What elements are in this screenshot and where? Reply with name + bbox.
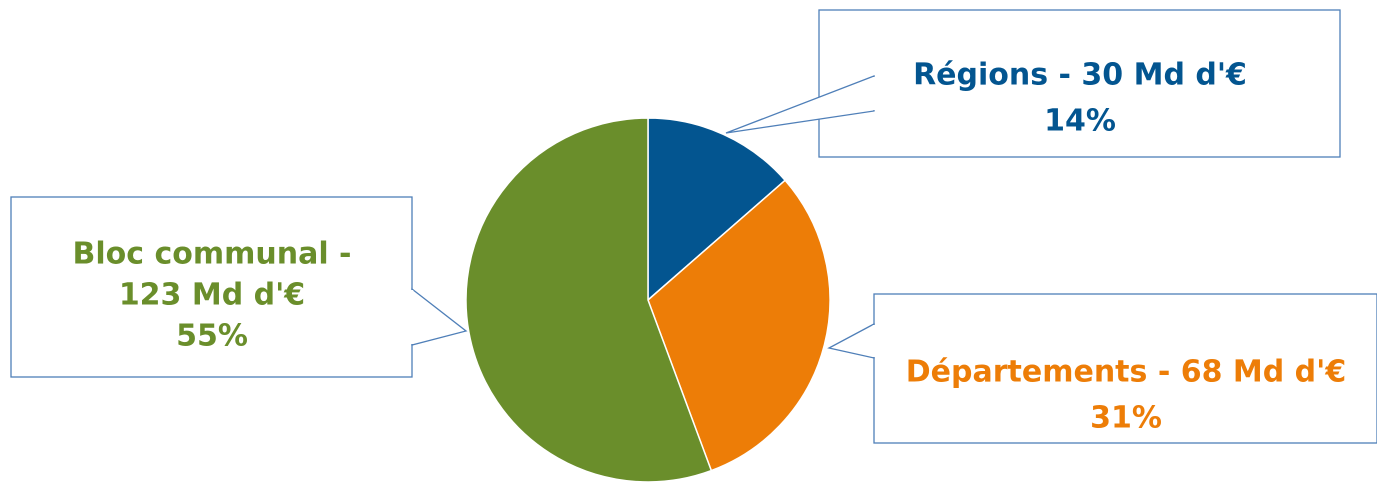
callout-departements-pointer bbox=[829, 324, 874, 358]
callout-departements-line-1: 31% bbox=[1090, 401, 1162, 436]
pie-slices bbox=[466, 118, 830, 482]
callout-bloc-communal-line-2: 55% bbox=[176, 319, 248, 354]
callout-bloc-communal-line-0: Bloc communal - bbox=[72, 237, 351, 272]
callout-bloc-communal: Bloc communal - 123 Md d'€ 55% bbox=[11, 197, 466, 377]
callout-departements: Départements - 68 Md d'€ 31% bbox=[829, 294, 1377, 443]
callout-bloc-communal-line-1: 123 Md d'€ bbox=[119, 278, 305, 313]
callout-departements-line-0: Départements - 68 Md d'€ bbox=[906, 355, 1346, 390]
callout-regions-line-0: Régions - 30 Md d'€ bbox=[913, 58, 1247, 93]
callout-bloc-communal-pointer bbox=[412, 289, 466, 345]
callout-regions-line-1: 14% bbox=[1044, 104, 1116, 139]
callout-regions: Régions - 30 Md d'€ 14% bbox=[726, 10, 1340, 157]
